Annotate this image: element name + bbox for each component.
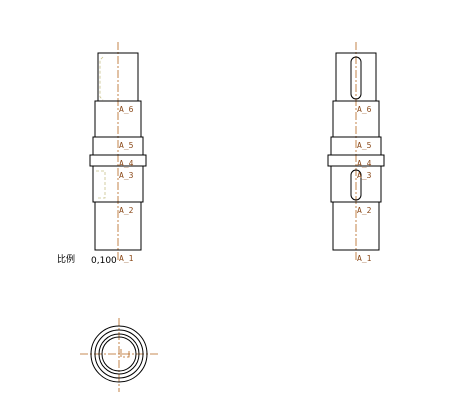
shaft-side-view: A_6 A_5 A_4 A_3 A_2 A_1 (327, 42, 385, 263)
side-label-a6: A_6 (357, 105, 372, 114)
hidden-keyway-bottom (96, 170, 106, 199)
front-label-a5: A_5 (119, 141, 134, 150)
side-segment-bottom (332, 201, 380, 251)
front-label-a1: A_1 (119, 254, 134, 263)
end-view-mid-circle (98, 333, 140, 375)
side-label-a5: A_5 (357, 141, 372, 150)
keyway-slot-upper (350, 56, 362, 100)
scale-value: 0,100 (91, 256, 117, 266)
end-view-ring-circle (94, 329, 144, 379)
front-label-a2: A_2 (119, 206, 134, 215)
front-label-a4: A_4 (119, 159, 134, 168)
end-view-inner-circle (101, 336, 137, 372)
keyway-slot-lower (350, 169, 362, 201)
shaft-segment-bottom (94, 201, 142, 251)
front-label-a6: A_6 (119, 105, 134, 114)
end-view-key-mark (120, 349, 130, 358)
scale-label: 比例 (57, 253, 75, 265)
side-label-a4: A_4 (357, 159, 372, 168)
end-view-outer-circle (90, 325, 148, 383)
side-label-a1: A_1 (357, 254, 372, 263)
shaft-front-view: A_6 A_5 A_4 A_3 A_2 A_1 (89, 42, 147, 263)
front-label-a3: A_3 (119, 171, 134, 180)
side-label-a2: A_2 (357, 206, 372, 215)
hidden-keyway-top (99, 56, 104, 101)
shaft-end-view (80, 318, 158, 392)
side-label-a3: A_3 (357, 171, 372, 180)
